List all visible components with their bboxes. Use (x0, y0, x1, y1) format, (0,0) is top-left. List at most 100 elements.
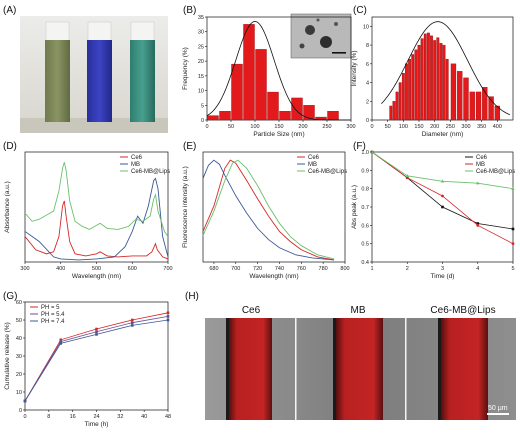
legend-entry: Ce6-MB@Lips (308, 169, 347, 175)
y-tick-label: 10 (363, 24, 369, 30)
series-line (24, 162, 169, 237)
micro-divider (405, 318, 407, 420)
histogram-bar (392, 101, 396, 121)
x-tick-label: 300 (20, 266, 29, 272)
series-line (202, 159, 335, 260)
data-point (511, 227, 515, 231)
histogram-bar (398, 82, 402, 121)
histogram-bar (414, 49, 418, 121)
legend-entry: Ce6 (131, 155, 143, 161)
data-point (511, 242, 515, 246)
y-tick-label: 0.5 (361, 242, 369, 248)
x-tick-label: 0 (370, 124, 373, 130)
y-tick-label: 6 (366, 62, 369, 68)
y-axis-label: Cumulative release (%) (4, 322, 11, 390)
y-tick-label: 1.0 (361, 150, 369, 156)
vial-2 (87, 40, 112, 122)
histogram-bar (426, 32, 430, 121)
histogram-bar (463, 77, 469, 121)
x-tick-label: 200 (430, 124, 439, 130)
series-line (24, 312, 169, 402)
legend-entry: MB (476, 162, 485, 168)
x-tick-label: 760 (297, 266, 306, 272)
histogram-bar (279, 111, 291, 121)
y-tick-label: 0.8 (361, 187, 369, 193)
y-tick-label: 15 (198, 74, 204, 80)
y-tick-label: 30 (16, 354, 22, 360)
histogram-bar (303, 105, 315, 121)
vial-1-cap (45, 21, 70, 43)
x-axis-label: Time (h) (85, 421, 109, 428)
micro-divider (295, 318, 297, 420)
y-axis-label: Fluorescence intensity (a.u.) (182, 166, 189, 248)
data-point (59, 340, 63, 343)
panel-label-g: (G) (3, 291, 17, 302)
y-tick-label: 40 (16, 336, 22, 342)
x-tick-label: 16 (70, 414, 76, 420)
data-point (405, 174, 409, 178)
data-point (23, 399, 27, 403)
y-tick-label: 2 (366, 99, 369, 105)
micro-edge (333, 318, 336, 420)
y-tick-label: 0.4 (361, 260, 369, 266)
y-tick-label: 50 (16, 318, 22, 324)
histogram-bar (439, 43, 443, 121)
panel-a-photo (20, 16, 168, 133)
legend-entry: Ce6-MB@Lips (131, 169, 170, 175)
histogram-bar (417, 44, 421, 121)
y-axis-label: Intensity (%) (351, 50, 358, 86)
y-axis-label: Frequency (%) (182, 47, 189, 90)
y-tick-label: 0.9 (361, 168, 369, 174)
x-tick-label: 150 (274, 124, 283, 130)
panel-h-microscopy: 50 μm Ce6 MB Ce6-MB@Lips (205, 305, 516, 420)
panel-label-f: (F) (353, 141, 366, 152)
legend-entry: Ce6 (476, 155, 488, 161)
y-tick-label: 10 (198, 89, 204, 95)
histogram-bar (420, 38, 424, 121)
x-tick-label: 100 (250, 124, 259, 130)
panel-label-h: (H) (185, 291, 199, 302)
data-point (59, 338, 63, 342)
histogram-bar (450, 63, 457, 121)
data-point (130, 318, 134, 322)
x-tick-label: 680 (209, 266, 218, 272)
histogram-bar (291, 97, 303, 121)
scale-bar (487, 413, 509, 415)
series-line (24, 200, 169, 260)
micro-edge (226, 318, 229, 420)
chart-b: Particle Size (nm)Frequency (%)0 50 100 150… (182, 15, 356, 138)
data-point (166, 315, 170, 318)
scale-bar-label: 50 μm (488, 405, 508, 412)
y-tick-label: 60 (16, 300, 22, 306)
y-tick-label: 0 (19, 408, 22, 414)
histogram-bar (401, 73, 405, 121)
x-tick-label: 0 (23, 414, 26, 420)
histogram-bar (219, 111, 231, 121)
y-tick-label: 0 (201, 118, 204, 124)
x-tick-label: 40 (141, 414, 147, 420)
histogram-bar (408, 58, 412, 121)
series-line (371, 151, 514, 245)
data-point (95, 327, 98, 331)
micro-lane-lips (440, 318, 488, 420)
x-tick-label: 500 (92, 266, 101, 272)
series-line (202, 159, 335, 261)
x-axis-label: Diameter (nm) (422, 131, 464, 138)
x-tick-label: 24 (93, 414, 99, 420)
legend-entry: PH = 5 (41, 305, 60, 311)
x-tick-label: 150 (414, 124, 423, 130)
x-tick-label: 600 (128, 266, 137, 272)
panel-label-a: (A) (3, 5, 16, 16)
histogram-bar (475, 91, 482, 121)
plot-frame (371, 16, 514, 121)
data-point (441, 194, 444, 198)
histogram-bar (469, 91, 475, 121)
vial-2-cap (87, 21, 112, 43)
data-point (476, 222, 480, 225)
x-tick-label: 2 (406, 266, 409, 272)
y-tick-label: 8 (366, 43, 369, 49)
y-axis-label: Absorbance (a.u.) (4, 181, 11, 233)
x-tick-label: 300 (461, 124, 470, 130)
histogram-bar (255, 49, 267, 121)
tem-particle (334, 22, 338, 26)
